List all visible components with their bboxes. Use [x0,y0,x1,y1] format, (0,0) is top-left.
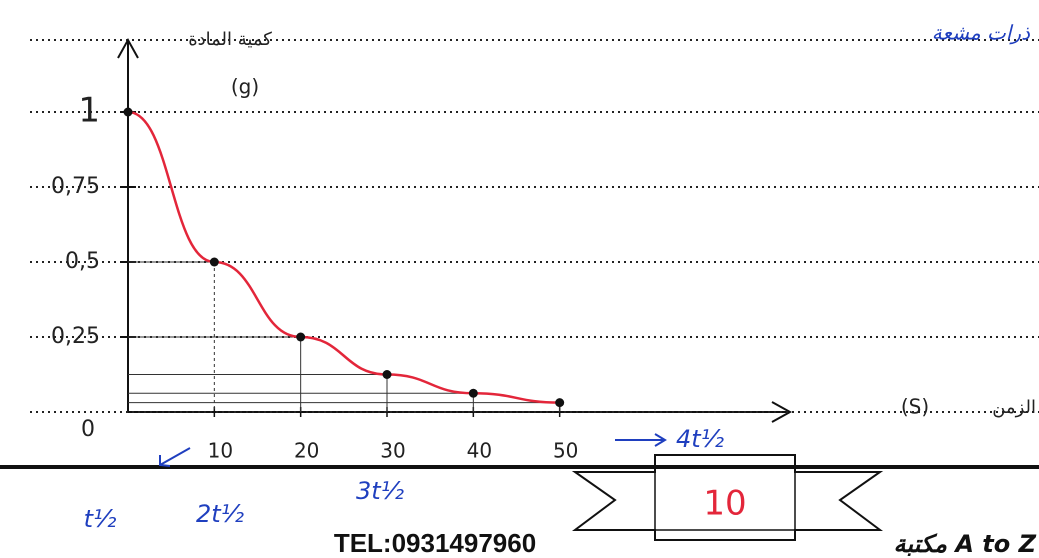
y-axis-unit: (g) [231,75,259,99]
brand: مكتبة A to Z [894,530,1037,558]
x-tick-label: 30 [380,439,405,463]
y-tick-label: 0,75 [51,174,100,199]
y-axis-label: كمية المادة [188,29,272,50]
annotation: t½ [84,505,117,533]
header-note: ذرات مشعة [932,21,1030,45]
phone: TEL:0931497960 [334,528,536,558]
data-point [469,389,478,398]
x-axis-label: الزمن [992,397,1036,418]
data-point [555,398,564,407]
annotation: 3t½ [356,477,404,505]
data-point [210,258,219,267]
x-axis-unit: (S) [901,395,929,419]
paper [0,0,1039,558]
page-number: 10 [703,484,746,524]
y-tick-label: 1 [78,91,100,131]
page: ذرات مشعة كمية المادة (g) الزمن (S) 10 T… [0,0,1039,558]
y-tick-label: 0 [81,417,95,442]
data-point [124,108,133,117]
annotation: 2t½ [196,500,244,528]
x-tick-label: 50 [553,439,578,463]
data-point [383,370,392,379]
x-tick-label: 10 [208,439,233,463]
x-tick-label: 20 [294,439,319,463]
y-tick-label: 0,25 [51,324,100,349]
y-tick-label: 0,5 [65,249,100,274]
x-tick-label: 40 [467,439,492,463]
data-point [296,333,305,342]
annotation: 4t½ [676,425,724,453]
